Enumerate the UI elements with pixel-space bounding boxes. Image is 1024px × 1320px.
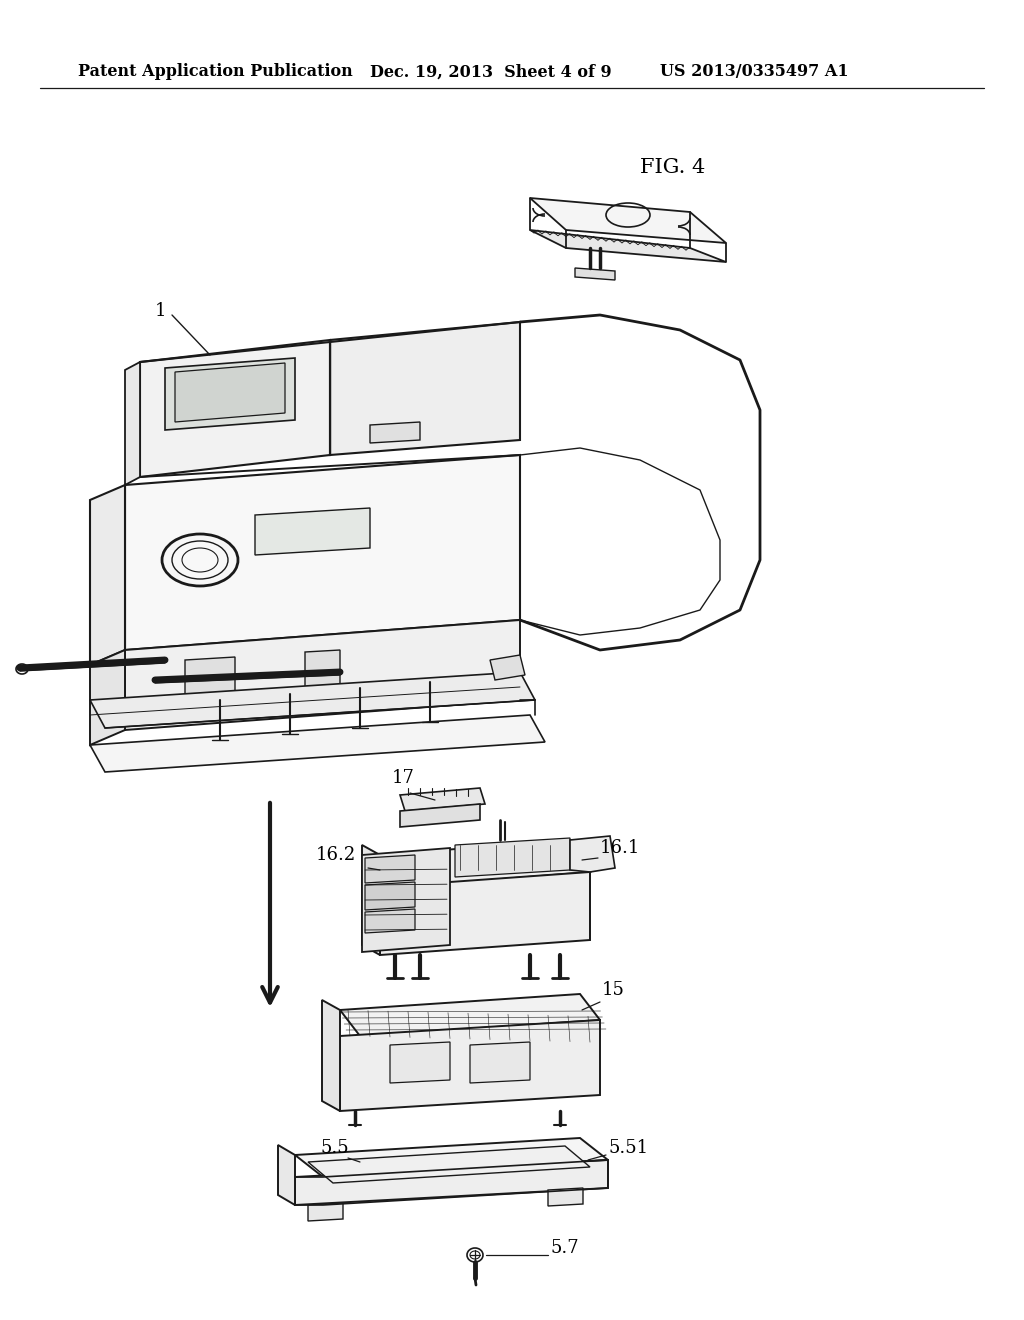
Polygon shape [255,508,370,554]
Text: 15: 15 [602,981,625,999]
Polygon shape [362,847,450,952]
Polygon shape [278,1144,295,1205]
Text: Dec. 19, 2013  Sheet 4 of 9: Dec. 19, 2013 Sheet 4 of 9 [370,63,611,81]
Polygon shape [340,994,600,1036]
Polygon shape [90,672,535,729]
Polygon shape [570,836,615,873]
Polygon shape [365,855,415,883]
Polygon shape [125,620,520,730]
Polygon shape [365,882,415,909]
Polygon shape [575,268,615,280]
Polygon shape [125,362,140,484]
Text: FIG. 4: FIG. 4 [640,158,706,177]
Polygon shape [380,873,590,954]
Polygon shape [470,1041,530,1082]
Polygon shape [400,804,480,828]
Polygon shape [455,838,570,876]
Polygon shape [330,322,520,455]
Polygon shape [308,1146,590,1183]
Polygon shape [305,649,340,690]
Polygon shape [90,484,125,665]
Text: 1: 1 [155,302,167,319]
Text: Patent Application Publication: Patent Application Publication [78,63,352,81]
Polygon shape [125,455,520,649]
Polygon shape [308,1203,343,1221]
Polygon shape [530,230,726,261]
Text: 16.1: 16.1 [600,840,640,857]
Polygon shape [165,358,295,430]
Text: 17: 17 [392,770,415,787]
Polygon shape [185,657,234,698]
Text: 5.7: 5.7 [550,1239,579,1257]
Text: 5.51: 5.51 [608,1139,648,1158]
Polygon shape [175,363,285,422]
Polygon shape [295,1138,608,1177]
Polygon shape [380,840,590,887]
Polygon shape [490,655,525,680]
Polygon shape [370,422,420,444]
Polygon shape [90,649,125,744]
Polygon shape [295,1160,608,1205]
Text: 5.5: 5.5 [319,1139,348,1158]
Polygon shape [90,715,545,772]
Polygon shape [530,198,726,243]
Polygon shape [140,341,330,477]
Text: 16.2: 16.2 [316,846,356,865]
Polygon shape [390,1041,450,1082]
Polygon shape [400,788,485,810]
Polygon shape [362,845,380,954]
Polygon shape [322,1001,340,1111]
Polygon shape [548,1188,583,1206]
Polygon shape [365,909,415,933]
Polygon shape [340,1020,600,1111]
Text: US 2013/0335497 A1: US 2013/0335497 A1 [660,63,849,81]
